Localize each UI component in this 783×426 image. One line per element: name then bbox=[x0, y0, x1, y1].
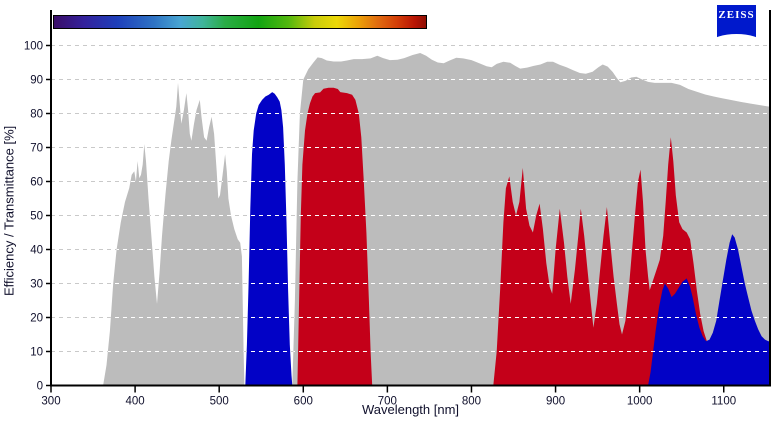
y-tick-label: 80 bbox=[30, 109, 43, 121]
y-tick-label: 90 bbox=[30, 75, 43, 87]
y-tick-label: 10 bbox=[30, 347, 43, 359]
x-axis-title: Wavelength [nm] bbox=[361, 402, 460, 417]
x-tick-label: 900 bbox=[546, 396, 565, 408]
spectrum-colorbar bbox=[53, 15, 427, 29]
area-sensor-efficiency-gray bbox=[103, 82, 245, 386]
y-axis-title: Efficiency / Transmittance [%] bbox=[1, 125, 17, 297]
x-tick-label: 400 bbox=[125, 396, 144, 408]
y-tick-label: 30 bbox=[30, 279, 43, 291]
x-tick-label: 1000 bbox=[627, 396, 653, 408]
x-tick-label: 300 bbox=[41, 396, 60, 408]
area-red-filter-bands bbox=[297, 87, 373, 386]
x-tick-label: 1100 bbox=[711, 396, 736, 408]
x-tick-label: 500 bbox=[210, 396, 229, 408]
y-tick-label: 100 bbox=[24, 41, 43, 53]
x-tick-label: 800 bbox=[462, 396, 481, 408]
y-tick-label: 70 bbox=[30, 143, 43, 155]
y-tick-label: 50 bbox=[30, 211, 43, 223]
x-tick-label: 600 bbox=[294, 396, 313, 408]
y-tick-label: 60 bbox=[30, 177, 43, 189]
y-tick-label: 20 bbox=[30, 313, 43, 325]
lens-shape bbox=[717, 34, 756, 41]
zeiss-logo-text: ZEISS bbox=[718, 9, 755, 21]
x-tick-label: 700 bbox=[378, 396, 397, 408]
zeiss-logo: ZEISS bbox=[717, 5, 756, 41]
area-blue-filter-bands bbox=[245, 92, 293, 386]
y-tick-label: 40 bbox=[30, 245, 43, 257]
y-tick-label: 0 bbox=[37, 381, 43, 393]
area-blue-filter-bands bbox=[648, 234, 770, 386]
